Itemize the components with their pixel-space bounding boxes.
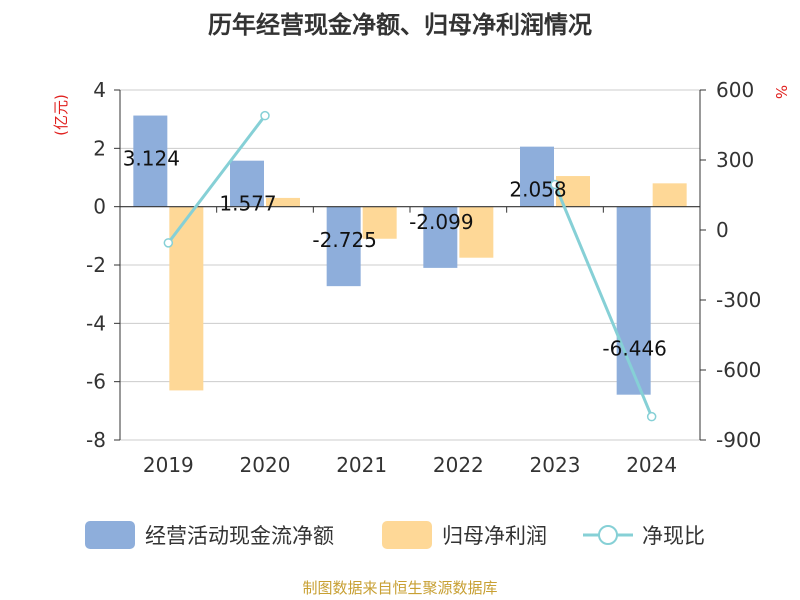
left-axis-tick-label: -2 bbox=[86, 253, 106, 277]
left-axis-tick-label: 2 bbox=[93, 136, 106, 160]
x-axis-tick-label: 2020 bbox=[240, 453, 291, 477]
data-label-cash-flow: 3.124 bbox=[123, 147, 180, 171]
point-ratio bbox=[550, 179, 560, 190]
legend-swatch-profit bbox=[382, 521, 432, 549]
right-axis-tick-label: -300 bbox=[716, 288, 761, 312]
data-source-note: 制图数据来自恒生聚源数据库 bbox=[302, 579, 497, 597]
legend-item-profit[interactable]: 归母净利润 bbox=[382, 521, 547, 549]
legend-item-cash-flow[interactable]: 经营活动现金流净额 bbox=[85, 521, 334, 549]
bar-cash-flow bbox=[520, 146, 554, 207]
left-axis-tick-label: 4 bbox=[93, 78, 106, 102]
x-axis-tick-label: 2019 bbox=[143, 453, 194, 477]
chart-title: 历年经营现金净额、归母净利润情况 bbox=[208, 11, 592, 39]
right-axis-tick-label: -600 bbox=[716, 358, 761, 382]
right-axis-tick-label: 600 bbox=[716, 78, 754, 102]
data-label-cash-flow: -2.725 bbox=[312, 228, 376, 252]
left-axis-tick-label: 0 bbox=[93, 195, 106, 219]
point-ratio bbox=[163, 238, 174, 248]
right-axis-tick-label: 300 bbox=[716, 148, 754, 172]
bar-profit bbox=[169, 206, 204, 391]
bar-profit bbox=[362, 206, 397, 239]
line-layer bbox=[163, 110, 657, 422]
bar-cash-flow bbox=[230, 160, 264, 207]
data-label-cash-flow: -2.099 bbox=[409, 210, 473, 234]
data-label-cash-flow: -6.446 bbox=[602, 337, 666, 361]
bar-profit bbox=[266, 197, 300, 207]
line-segment-ratio bbox=[553, 183, 654, 418]
right-axis-tick-label: -900 bbox=[716, 428, 761, 452]
bars-layer bbox=[133, 115, 687, 395]
legend: 经营活动现金流净额 归母净利润 净现比 bbox=[85, 521, 705, 549]
x-axis-tick-label: 2024 bbox=[626, 453, 677, 477]
right-axis-tick-label: 0 bbox=[716, 218, 729, 242]
data-label-cash-flow: 2.058 bbox=[509, 178, 566, 202]
grid-lines bbox=[120, 89, 700, 441]
legend-marker-ratio bbox=[598, 525, 618, 545]
data-label-cash-flow: 1.577 bbox=[219, 192, 276, 216]
x-axis-tick-label: 2022 bbox=[433, 453, 484, 477]
legend-item-ratio[interactable]: 净现比 bbox=[583, 524, 705, 548]
legend-swatch-cash-flow bbox=[85, 521, 135, 549]
left-axis-unit: (亿元) bbox=[52, 94, 70, 136]
point-ratio bbox=[646, 411, 657, 422]
data-labels-layer: 3.124 1.577 -2.725 -2.099 2.058 -6.446 bbox=[123, 147, 667, 361]
axes-layer: 4 2 0 -2 -4 -6 -8 600 300 0 -300 -600 -900 2019 2020 20… bbox=[86, 78, 761, 477]
left-axis-tick-label: -6 bbox=[86, 370, 106, 394]
legend-label-cash-flow: 经营活动现金流净额 bbox=[145, 524, 334, 548]
bar-profit bbox=[459, 206, 494, 258]
line-segment-ratio bbox=[167, 114, 267, 244]
left-axis-tick-label: -8 bbox=[86, 428, 106, 452]
point-ratio bbox=[260, 110, 270, 121]
legend-label-ratio: 净现比 bbox=[642, 524, 705, 548]
right-axis-unit: % bbox=[772, 85, 790, 99]
x-axis-tick-label: 2023 bbox=[530, 453, 581, 477]
bar-cash-flow bbox=[616, 206, 651, 395]
bar-cash-flow bbox=[326, 206, 361, 287]
x-axis-tick-label: 2021 bbox=[336, 453, 387, 477]
bar-cash-flow bbox=[133, 115, 168, 207]
bar-profit bbox=[652, 183, 687, 207]
legend-label-profit: 归母净利润 bbox=[442, 524, 547, 548]
bar-cash-flow bbox=[423, 206, 458, 268]
left-axis-tick-label: -4 bbox=[86, 311, 106, 335]
